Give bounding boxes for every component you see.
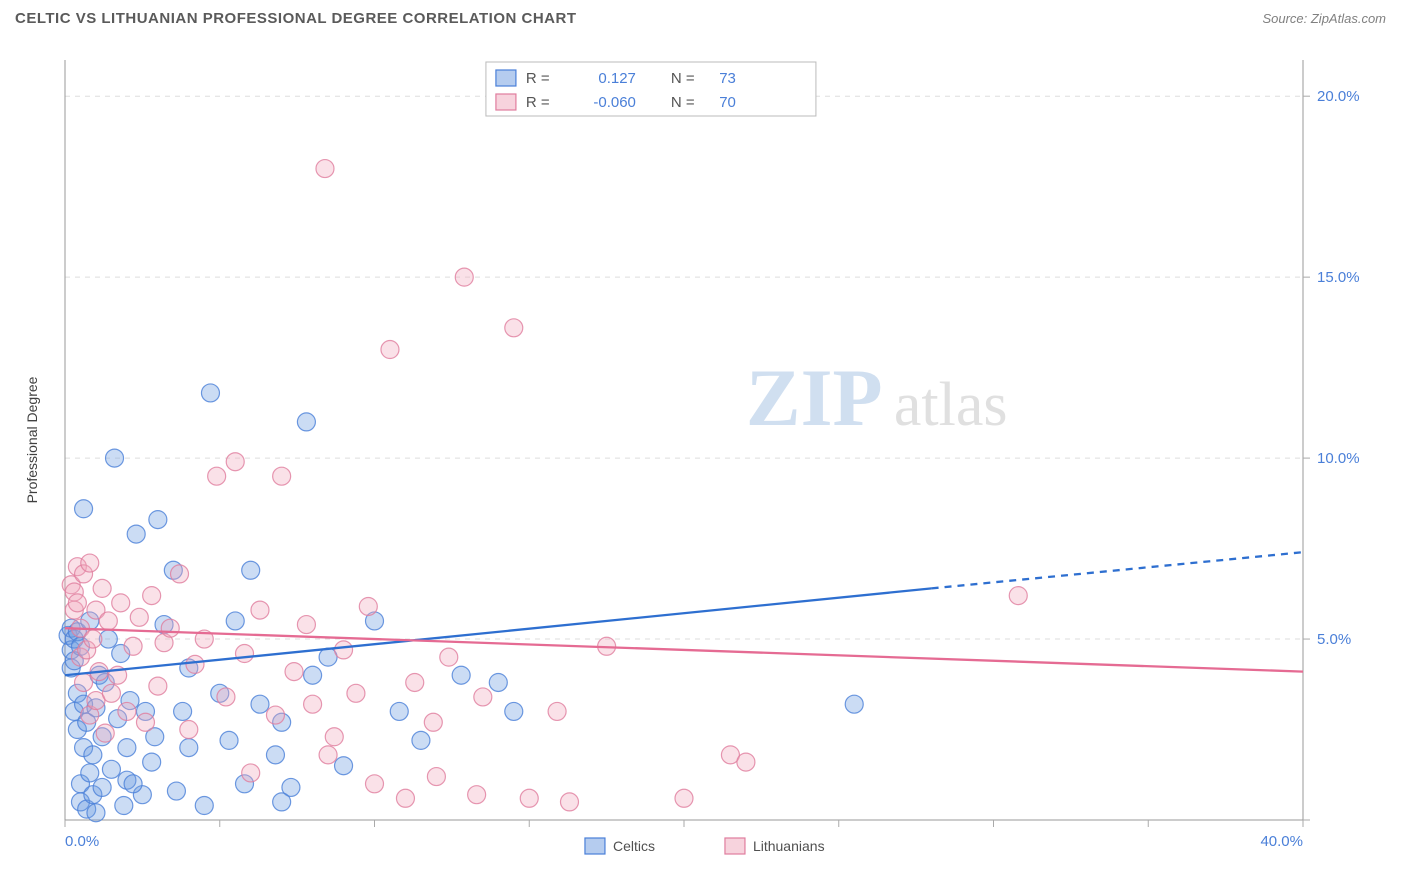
svg-text:15.0%: 15.0% xyxy=(1317,269,1360,286)
svg-text:0.0%: 0.0% xyxy=(65,833,99,850)
chart-title: CELTIC VS LITHUANIAN PROFESSIONAL DEGREE… xyxy=(15,10,577,27)
chart-header: CELTIC VS LITHUANIAN PROFESSIONAL DEGREE… xyxy=(0,0,1406,33)
svg-text:73: 73 xyxy=(719,70,736,87)
svg-text:R =: R = xyxy=(526,70,550,87)
svg-text:Celtics: Celtics xyxy=(613,838,655,854)
svg-text:ZIP: ZIP xyxy=(746,352,883,443)
svg-text:Professional Degree: Professional Degree xyxy=(24,376,40,503)
svg-text:N =: N = xyxy=(671,70,695,87)
svg-text:-0.060: -0.060 xyxy=(593,94,636,111)
svg-text:atlas: atlas xyxy=(894,371,1008,439)
svg-text:20.0%: 20.0% xyxy=(1317,88,1360,105)
svg-text:40.0%: 40.0% xyxy=(1260,833,1303,850)
chart-source: Source: ZipAtlas.com xyxy=(1262,11,1386,26)
chart-area: ZIPatlas 0.0% 40.0% 5.0% 10.0% 15.0% 20.0% Prof… xyxy=(15,40,1391,882)
svg-text:0.127: 0.127 xyxy=(598,70,636,87)
svg-text:N =: N = xyxy=(671,94,695,111)
svg-text:70: 70 xyxy=(719,94,736,111)
scatter-chart-svg: ZIPatlas 0.0% 40.0% 5.0% 10.0% 15.0% 20.0% Prof… xyxy=(15,40,1391,882)
svg-text:Lithuanians: Lithuanians xyxy=(753,838,825,854)
svg-text:R =: R = xyxy=(526,94,550,111)
svg-text:10.0%: 10.0% xyxy=(1317,450,1360,467)
svg-text:5.0%: 5.0% xyxy=(1317,631,1351,648)
